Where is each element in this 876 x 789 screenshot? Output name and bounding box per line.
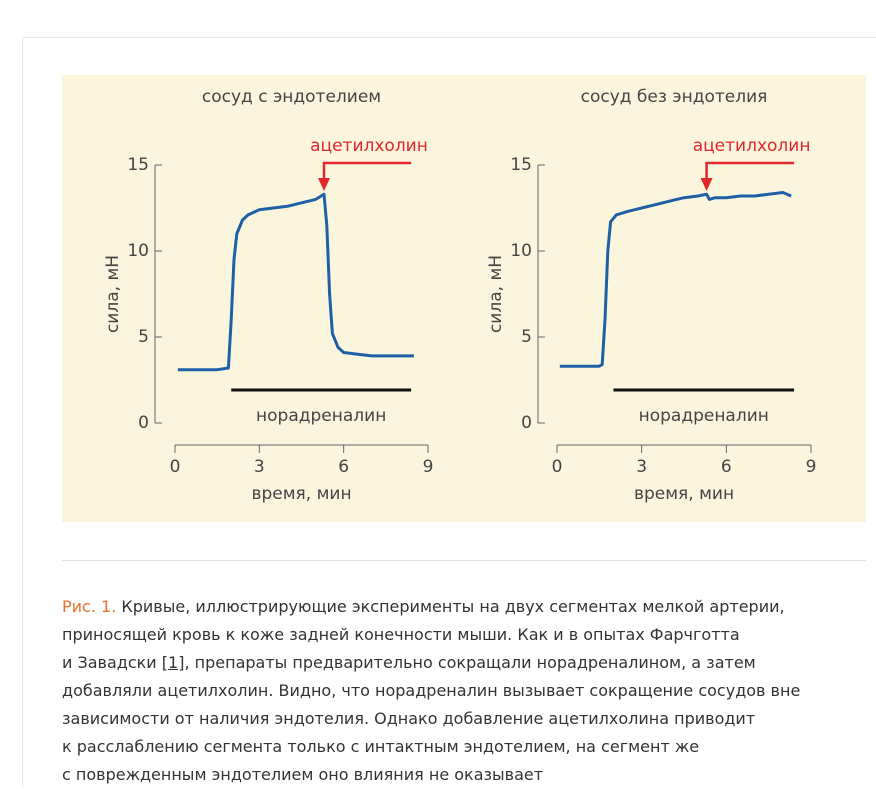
arrow-head xyxy=(317,178,330,191)
y-tick-label: 0 xyxy=(138,413,149,433)
caption-line: приносящей кровь к коже задней конечност… xyxy=(62,621,862,649)
y-axis-label: сила, мН xyxy=(486,255,506,333)
caption-text: зависимости от наличия эндотелия. Однако… xyxy=(62,709,756,728)
y-tick-label: 15 xyxy=(510,155,532,175)
caption-line: к расслаблению сегмента только с интактн… xyxy=(62,733,862,761)
reference-link[interactable]: [1] xyxy=(161,653,185,672)
arrow xyxy=(322,161,412,180)
caption-text: и Завадски xyxy=(62,653,162,672)
y-tick-label: 5 xyxy=(138,327,149,347)
caption-text: приносящей кровь к коже задней конечност… xyxy=(62,625,740,644)
caption-text: , препараты предварительно сокращали нор… xyxy=(184,653,756,672)
arrow-label: ацетилхолин xyxy=(310,136,428,156)
y-tick-label: 10 xyxy=(127,241,149,261)
span-label: норадреналин xyxy=(639,406,769,426)
caption-text: Кривые, иллюстрирующие эксперименты на д… xyxy=(121,597,785,616)
data-line xyxy=(559,191,792,368)
arrow-label: ацетилхолин xyxy=(693,136,811,156)
y-axis-label: сила, мН xyxy=(103,255,123,333)
arrow-head xyxy=(700,178,713,191)
x-tick-label: 3 xyxy=(636,457,647,477)
caption-line: и Завадски [1], препараты предварительно… xyxy=(62,649,862,677)
caption-text: добавляли ацетилхолин. Видно, что норадр… xyxy=(62,681,801,700)
caption-label: Рис. 1. xyxy=(62,597,117,616)
chart-title: сосуд без эндотелия xyxy=(581,87,768,107)
x-tick-label: 3 xyxy=(254,457,265,477)
data-line xyxy=(177,192,414,372)
x-axis-label: время, мин xyxy=(634,484,734,504)
separator xyxy=(62,560,866,561)
frame-border xyxy=(22,37,876,38)
x-tick-label: 6 xyxy=(338,457,349,477)
y-tick-label: 15 xyxy=(127,155,149,175)
caption-line: с поврежденным эндотелием оно влияния не… xyxy=(62,761,862,789)
caption-text: с поврежденным эндотелием оно влияния не… xyxy=(62,765,544,784)
x-tick-label: 6 xyxy=(721,457,732,477)
span-label: норадреналин xyxy=(256,406,386,426)
y-tick-label: 5 xyxy=(521,327,532,347)
frame-border xyxy=(22,37,23,787)
x-tick-label: 9 xyxy=(423,457,434,477)
x-tick-label: 9 xyxy=(806,457,817,477)
caption-line: добавляли ацетилхолин. Видно, что норадр… xyxy=(62,677,862,705)
figure-background xyxy=(62,75,866,522)
x-tick-label: 0 xyxy=(552,457,563,477)
x-axis-label: время, мин xyxy=(251,484,351,504)
caption-text: к расслаблению сегмента только с интактн… xyxy=(62,737,700,756)
y-tick-label: 0 xyxy=(521,413,532,433)
chart-title: сосуд с эндотелием xyxy=(202,87,381,107)
arrow xyxy=(705,161,795,180)
caption-line: Рис. 1. Кривые, иллюстрирующие экспериме… xyxy=(62,593,862,621)
figure: сосуд с эндотелием 0 5 10 15 сила, мН 0 3 6 9 врем… xyxy=(62,75,866,522)
y-tick-label: 10 xyxy=(510,241,532,261)
caption-line: зависимости от наличия эндотелия. Однако… xyxy=(62,705,862,733)
caption: Рис. 1. Кривые, иллюстрирующие экспериме… xyxy=(62,593,862,789)
x-tick-label: 0 xyxy=(170,457,181,477)
